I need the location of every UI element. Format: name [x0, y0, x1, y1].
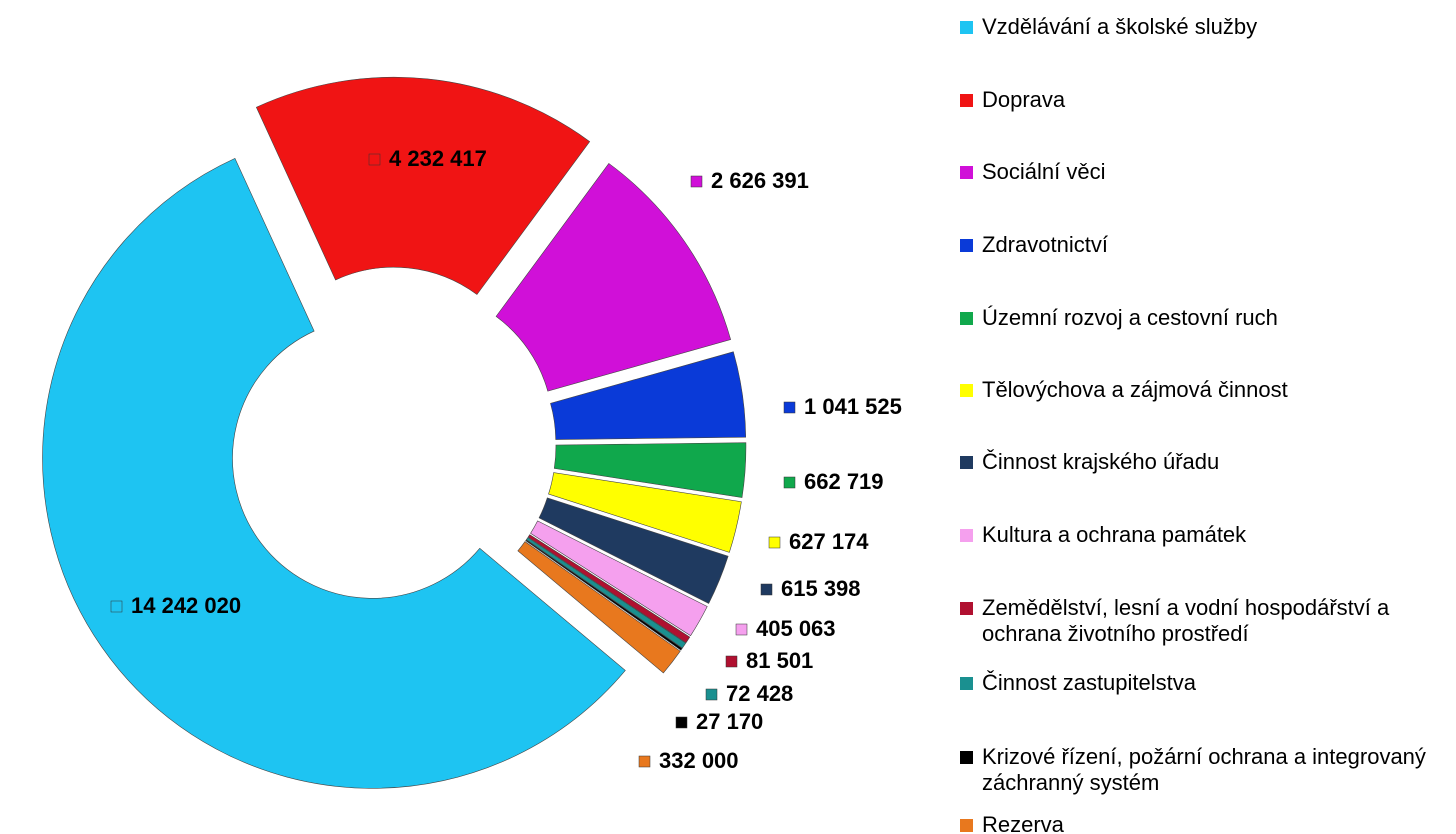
legend-item: Doprava [960, 87, 1440, 113]
label-marker [760, 583, 773, 596]
data-label: 2 626 391 [711, 168, 809, 193]
data-label: 4 232 417 [389, 146, 487, 171]
legend-item: Rezerva [960, 812, 1440, 834]
label-marker [783, 401, 796, 414]
legend-item: Vzdělávání a školské služby [960, 14, 1440, 40]
pie-slice [255, 76, 591, 295]
legend-swatch [960, 384, 973, 397]
legend-item: Územní rozvoj a cestovní ruch [960, 305, 1440, 331]
data-label: 27 170 [696, 709, 763, 734]
pie-slice [525, 537, 687, 649]
legend-swatch [960, 239, 973, 252]
legend-swatch [960, 166, 973, 179]
pie-slice [530, 520, 708, 637]
data-label: 332 000 [659, 748, 739, 773]
legend-label: Vzdělávání a školské služby [982, 14, 1258, 39]
label-marker [110, 600, 123, 613]
pie-slice [527, 534, 691, 644]
legend-label: Krizové řízení, požární ochrana a integr… [982, 744, 1426, 795]
legend-item: Činnost zastupitelstva [960, 670, 1440, 696]
legend-item: Sociální věci [960, 159, 1440, 185]
legend-item: Zdravotnictví [960, 232, 1440, 258]
label-marker [675, 716, 688, 729]
legend-item: Kultura a ochrana památek [960, 522, 1440, 548]
data-label: 627 174 [789, 529, 869, 554]
pie-slice [525, 539, 683, 651]
legend-label: Tělovýchova a zájmová činnost [982, 377, 1288, 402]
pie-slice [548, 472, 742, 553]
legend-label: Územní rozvoj a cestovní ruch [982, 305, 1278, 330]
legend-label: Sociální věci [982, 159, 1106, 184]
legend-swatch [960, 529, 973, 542]
data-label: 81 501 [746, 648, 813, 673]
label-marker [638, 755, 651, 768]
pie-slice [550, 351, 747, 440]
legend-label: Rezerva [982, 812, 1064, 834]
data-label: 615 398 [781, 576, 861, 601]
label-marker [768, 536, 781, 549]
data-label: 14 242 020 [131, 593, 241, 618]
data-label: 405 063 [756, 616, 836, 641]
label-marker [735, 623, 748, 636]
data-label: 1 041 525 [804, 394, 902, 419]
legend-label: Doprava [982, 87, 1066, 112]
pie-slice [42, 157, 626, 789]
legend-swatch [960, 94, 973, 107]
legend-swatch [960, 312, 973, 325]
legend-swatch [960, 819, 973, 832]
pie-slice [553, 442, 747, 498]
label-marker [783, 476, 796, 489]
legend-label: Zemědělství, lesní a vodní hospodářství … [982, 595, 1390, 646]
legend-swatch [960, 677, 973, 690]
data-label: 662 719 [804, 469, 884, 494]
label-marker [368, 153, 381, 166]
legend-label: Činnost krajského úřadu [982, 449, 1220, 474]
legend-swatch [960, 456, 973, 469]
pie-slice [538, 497, 729, 604]
label-marker [705, 688, 718, 701]
legend-swatch [960, 751, 973, 764]
legend-swatch [960, 21, 973, 34]
pie-slice [517, 541, 681, 674]
legend-swatch [960, 602, 973, 615]
legend-item: Zemědělství, lesní a vodní hospodářství … [960, 595, 1440, 647]
legend-label: Činnost zastupitelstva [982, 670, 1196, 695]
legend-item: Činnost krajského úřadu [960, 449, 1440, 475]
data-label: 72 428 [726, 681, 793, 706]
label-marker [690, 175, 703, 188]
legend-item: Krizové řízení, požární ochrana a integr… [960, 744, 1440, 796]
label-marker [725, 655, 738, 668]
legend-item: Tělovýchova a zájmová činnost [960, 377, 1440, 403]
legend-label: Zdravotnictví [982, 232, 1108, 257]
legend-label: Kultura a ochrana památek [982, 522, 1247, 547]
pie-slice [495, 163, 732, 392]
